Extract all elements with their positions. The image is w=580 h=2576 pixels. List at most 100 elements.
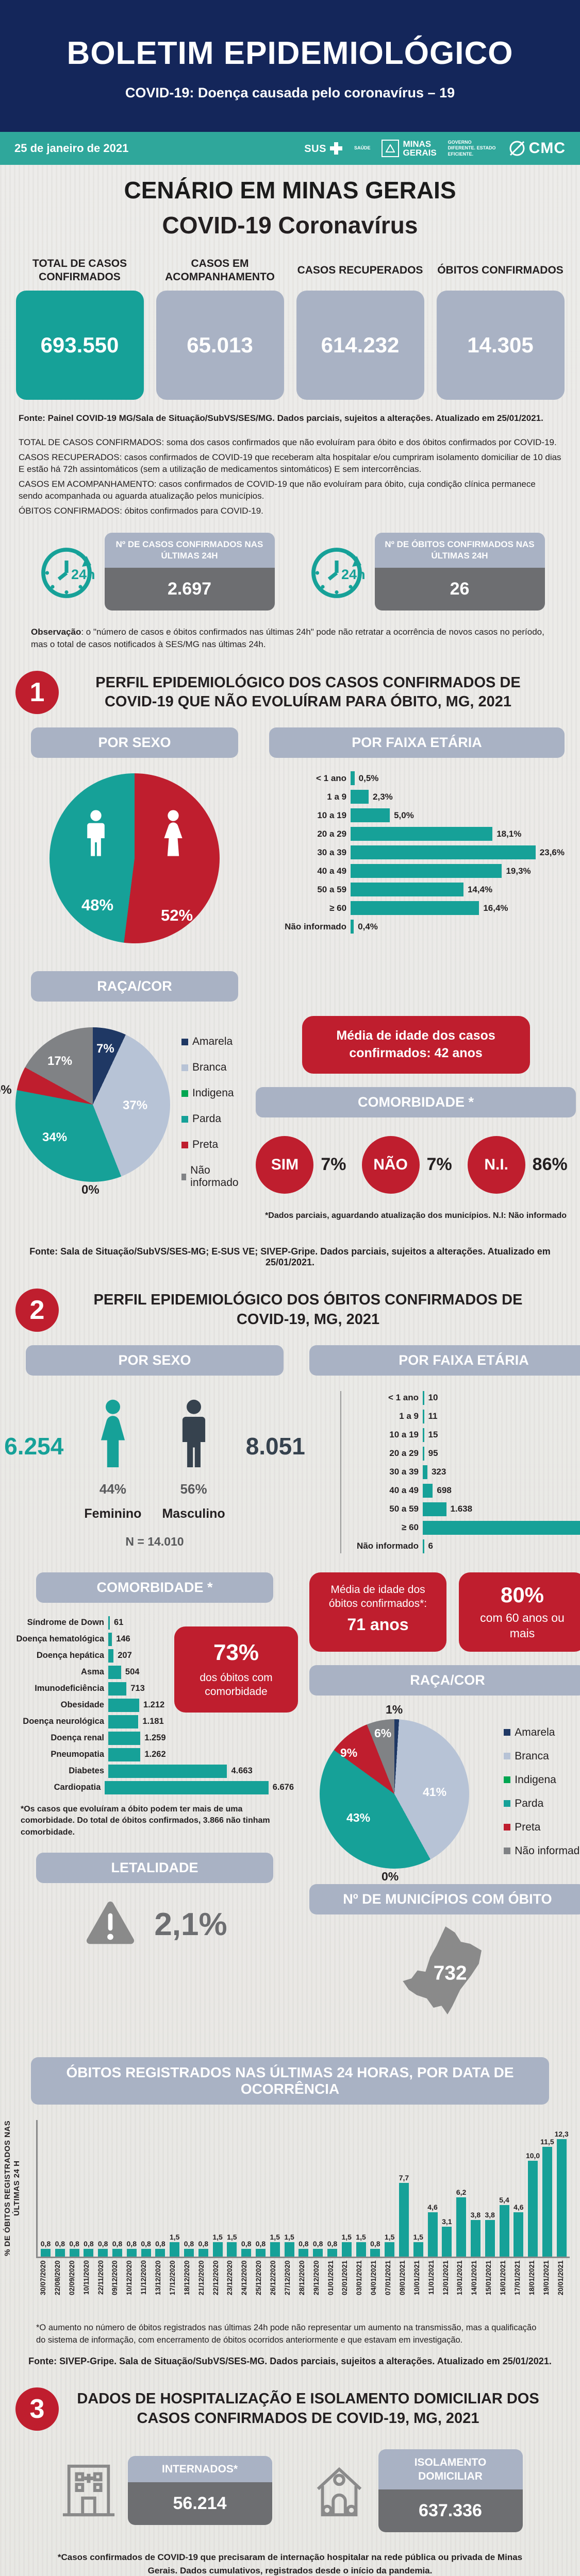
ob24-bar-column: 11,5 <box>540 2137 554 2257</box>
stat-card: CASOS EM ACOMPANHAMENTO 65.013 <box>156 255 284 400</box>
ob24-bar-column: 1,5 <box>413 2233 423 2257</box>
ob24-bar <box>155 2248 165 2257</box>
ob24-date-label: 04/01/2021 <box>370 2260 378 2295</box>
legend-swatch <box>504 1824 511 1831</box>
comorbidity-pct: 86% <box>532 1155 568 1175</box>
section-2: 2 PERFIL EPIDEMIOLÓGICO DOS ÓBITOS CONFI… <box>0 1288 580 2367</box>
ob24-bar <box>126 2248 137 2257</box>
s1-male-pct: 48% <box>81 896 114 914</box>
bar-value: 0,4% <box>358 921 378 931</box>
ob24-bar <box>313 2248 323 2257</box>
ob24-footnote: *O aumento no número de óbitos registrad… <box>36 2323 537 2345</box>
ob24-bar-column: 6,2 <box>456 2188 466 2257</box>
bar-value: 16,4% <box>483 903 508 913</box>
bar-value: 5,0% <box>394 810 414 820</box>
svg-text:24h: 24h <box>71 567 95 582</box>
legend-item: Não informado <box>181 1164 240 1189</box>
ob24-bar-value: 0,8 <box>112 2239 123 2248</box>
legend-item: Preta <box>504 1821 580 1834</box>
ob24-bar-value: 3,8 <box>485 2211 495 2219</box>
ob24-bar <box>528 2161 538 2257</box>
bar-row: Obesidade 1.212 <box>15 1698 294 1712</box>
ob24-date-label: 30/07/2020 <box>39 2260 47 2295</box>
last24h-value: 2.697 <box>104 567 275 611</box>
legend-item: Branca <box>181 1061 240 1074</box>
legend-item: Amarela <box>181 1036 240 1048</box>
bar-row: Não informado 0,4% <box>269 920 565 934</box>
s1-raca-legend: Amarela Branca Indigena Parda Preta Não infor… <box>181 1036 240 1229</box>
s2-por-sexo-header: POR SEXO <box>26 1345 284 1376</box>
ob24-bar-column: 5,4 <box>499 2195 509 2257</box>
ob24-bar <box>499 2205 509 2257</box>
ob24-bar-value: 0,8 <box>141 2239 151 2248</box>
s1-raca-pie: 7% 37% 0% 34% 5% 17% <box>0 1027 170 1197</box>
ob24-bar <box>170 2242 180 2257</box>
bar-row: Diabetes 4.663 <box>15 1764 294 1778</box>
ob24-bar-column: 1,5 <box>284 2233 294 2257</box>
s1-female-pct: 52% <box>160 906 193 925</box>
bar <box>351 845 536 860</box>
cenario-subtitle: COVID-19 Coronavírus <box>162 212 418 239</box>
ob24-bar-value: 0,8 <box>84 2239 94 2248</box>
legend-swatch <box>181 1090 188 1097</box>
bar-category: < 1 ano <box>388 1393 419 1403</box>
s2-comorbidade-chart: Síndrome de Down 61 Doença hematológica 146… <box>15 1616 294 1794</box>
ob24-bar-column: 0,8 <box>155 2240 165 2257</box>
bar <box>108 1682 127 1696</box>
legend-swatch <box>181 1141 188 1148</box>
ob24-bar <box>241 2248 252 2257</box>
s3-footnote: *Casos confirmados de COVID-19 que preci… <box>57 2552 523 2575</box>
ob24-date-label: 22/11/2020 <box>96 2260 105 2295</box>
bar <box>351 790 369 804</box>
ob24-bar-column: 12,3 <box>554 2129 569 2257</box>
ob24-bar <box>55 2248 65 2257</box>
bar-category: Imunodeficiência <box>35 1684 104 1693</box>
ob24-bar <box>456 2197 467 2257</box>
ob24-bar-column: 3,8 <box>471 2211 480 2257</box>
ob24-date-label: 09/01/2021 <box>398 2260 406 2295</box>
ob24-bar-column: 0,8 <box>127 2240 137 2257</box>
male-icon <box>182 1399 205 1467</box>
ob24-bar <box>184 2248 194 2257</box>
bar <box>108 1764 227 1778</box>
bar-value: 14,4% <box>467 884 493 894</box>
bar-row: < 1 ano 10 <box>341 1391 580 1405</box>
minas-gerais-map: 732 <box>403 1926 482 2014</box>
stat-card: TOTAL DE CASOS CONFIRMADOS 693.550 <box>15 255 144 400</box>
ob24-bar <box>556 2139 567 2257</box>
bar-row: 20 a 29 18,1% <box>269 827 565 841</box>
ob24-date-label: 29/12/2020 <box>312 2260 320 2295</box>
ob24-date-label: 16/01/2021 <box>499 2260 507 2295</box>
ob24-bar-value: 1,5 <box>341 2232 352 2241</box>
last24h-value: 26 <box>374 567 545 611</box>
bar-row: < 1 ano 0,5% <box>269 771 565 786</box>
bar-row: Imunodeficiência 713 <box>15 1682 294 1696</box>
ob24-bar-value: 7,7 <box>399 2173 409 2182</box>
ob24-bar-column: 4,6 <box>427 2203 438 2257</box>
ob24-bar-value: 5,4 <box>499 2195 509 2204</box>
bar-value: 1.212 <box>143 1700 165 1710</box>
s2-faixa-header: POR FAIXA ETÁRIA <box>309 1345 580 1376</box>
stat-card-value: 14.305 <box>467 333 534 357</box>
ob24-bar-value: 11,5 <box>540 2137 554 2146</box>
s1-faixa-header: POR FAIXA ETÁRIA <box>269 727 565 758</box>
bar-value: 6.676 <box>272 1783 294 1792</box>
ob24-bar-column: 0,8 <box>55 2240 65 2257</box>
ob24-bar-column: 4,6 <box>513 2203 524 2257</box>
ob24-date-label: 17/12/2020 <box>168 2260 176 2295</box>
ob24-bar-value: 12,3 <box>554 2129 569 2138</box>
pie-label: 43% <box>346 1810 371 1824</box>
ob24-date-label: 02/09/2020 <box>68 2260 76 2295</box>
ob24-bar-value: 1,5 <box>169 2232 180 2241</box>
ob24-ylabel: % DE ÓBITOS REGISTRADOS NAS ÚLTIMAS 24 H <box>3 2120 21 2256</box>
sus-cross-icon <box>329 142 342 155</box>
isolamento-label: ISOLAMENTO DOMICILIAR <box>378 2449 523 2490</box>
bar <box>423 1502 446 1516</box>
ob24-chart-title: ÓBITOS REGISTRADOS NAS ÚLTIMAS 24 HORAS,… <box>31 2057 549 2105</box>
bar-category: Doença neurológica <box>23 1717 104 1726</box>
legend-label: Preta <box>192 1139 219 1151</box>
bar-category: Não informado <box>285 921 347 931</box>
s2-comorbidade-header: COMORBIDADE * <box>36 1572 273 1603</box>
legend-label: Parda <box>192 1113 222 1125</box>
comorbidity-circle: SIM <box>256 1136 314 1194</box>
